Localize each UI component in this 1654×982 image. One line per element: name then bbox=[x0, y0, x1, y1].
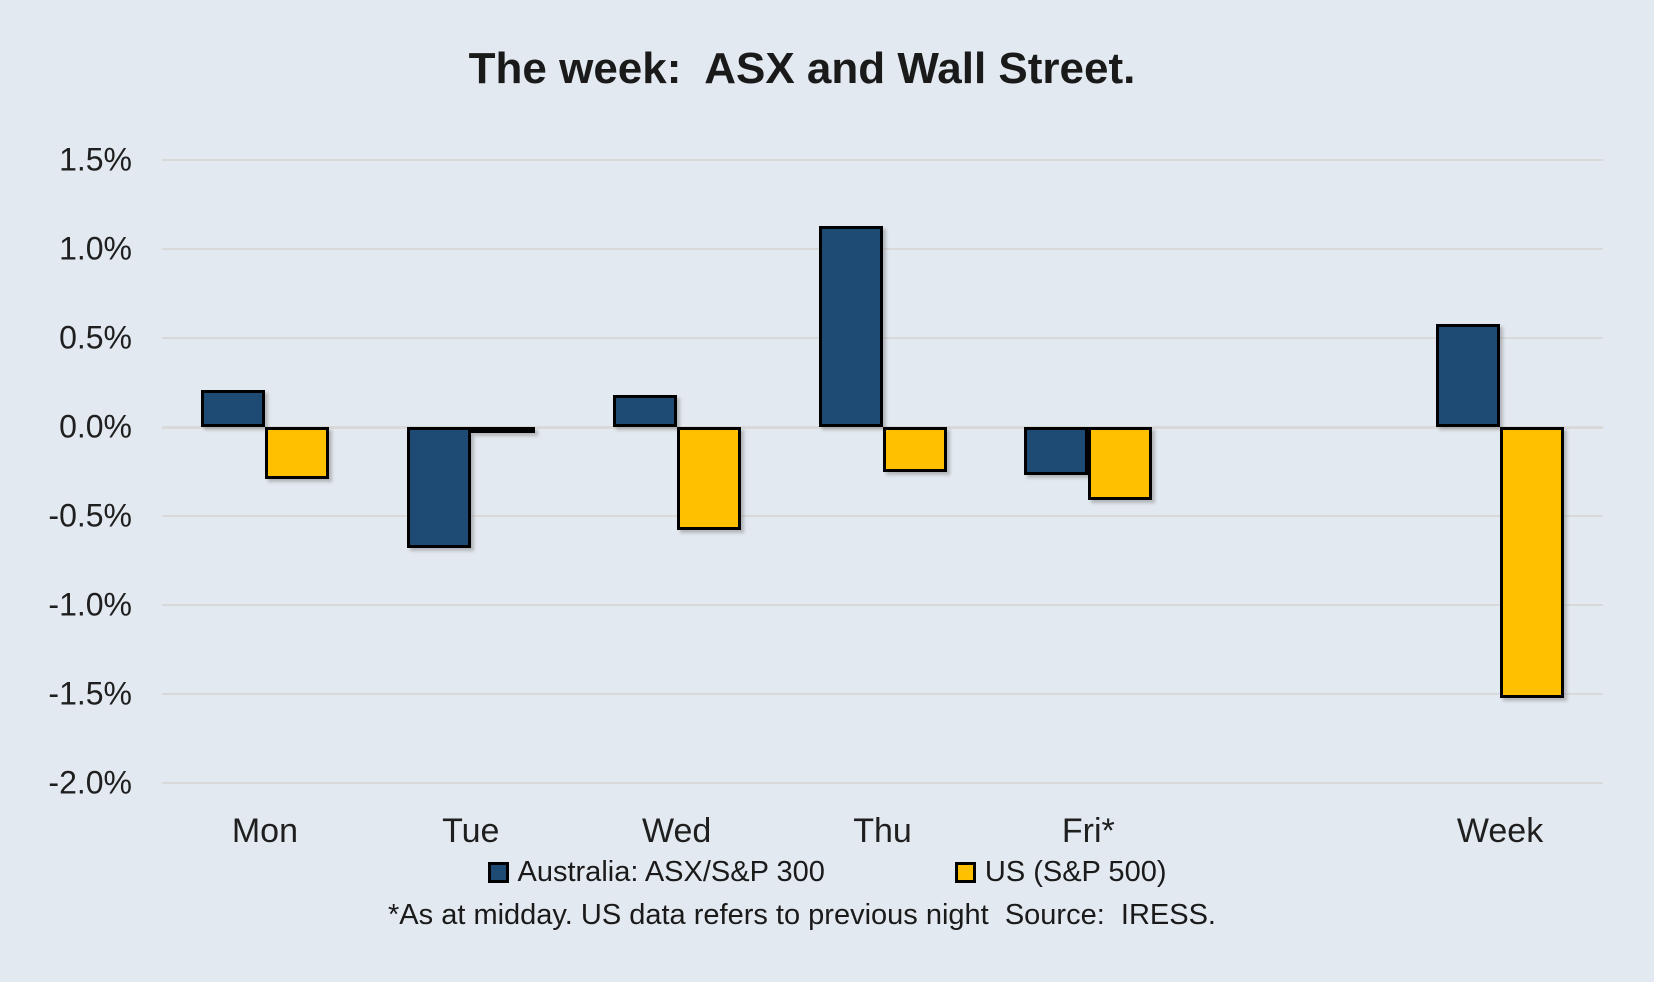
y-axis-tick-label: 1.5% bbox=[59, 141, 132, 178]
australia-series-swatch-icon bbox=[487, 862, 509, 883]
gridline-1.0% bbox=[162, 248, 1603, 250]
x-axis-label-Wed: Wed bbox=[641, 812, 712, 850]
x-axis-label-Thu: Thu bbox=[853, 812, 912, 850]
gridline--0.5% bbox=[162, 515, 1603, 517]
bar-Mon-us bbox=[264, 427, 329, 479]
gridline--2.0% bbox=[162, 782, 1603, 784]
y-axis-tick-label: -1.0% bbox=[48, 586, 132, 623]
bar-Week-us bbox=[1500, 427, 1565, 698]
y-axis-tick-label: 0.5% bbox=[59, 319, 132, 356]
x-axis-label-Week: Week bbox=[1456, 812, 1544, 850]
gridline--1.5% bbox=[162, 693, 1603, 695]
bar-Thu-us bbox=[882, 427, 947, 472]
x-axis-label-Fri: Fri* bbox=[1061, 812, 1115, 850]
gridline-0.5% bbox=[162, 337, 1603, 339]
bar-Fri*-australia bbox=[1024, 427, 1089, 476]
legend-label-australia: Australia: ASX/S&P 300 bbox=[517, 856, 825, 888]
gridline-1.5% bbox=[162, 159, 1603, 161]
bar-Week-australia bbox=[1436, 323, 1501, 427]
chart-title: The week: ASX and Wall Street. bbox=[468, 44, 1136, 93]
bar-Thu-australia bbox=[818, 225, 883, 427]
bar-Fri*-us bbox=[1088, 427, 1153, 500]
us-series-swatch-icon bbox=[954, 862, 976, 883]
legend-label-us: US (S&P 500) bbox=[984, 856, 1167, 888]
chart-footnote: *As at midday. US data refers to previou… bbox=[388, 899, 1216, 931]
y-axis-tick-label: 1.0% bbox=[59, 230, 132, 267]
legend-item-us: US (S&P 500) bbox=[954, 856, 1167, 889]
x-axis-label-Tue: Tue bbox=[442, 812, 500, 850]
y-axis-tick-label: -2.0% bbox=[48, 764, 132, 801]
chart-legend: Australia: ASX/S&P 300 US (S&P 500) bbox=[0, 856, 1654, 889]
bar-Wed-australia bbox=[612, 394, 677, 427]
gridline--1.0% bbox=[162, 604, 1603, 606]
x-axis-label-Mon: Mon bbox=[231, 812, 298, 850]
y-axis-tick-label: -1.5% bbox=[48, 675, 132, 712]
legend-item-australia: Australia: ASX/S&P 300 bbox=[487, 856, 825, 889]
y-axis-tick-label: 0.0% bbox=[59, 408, 132, 445]
bar-Tue-us bbox=[470, 427, 535, 433]
y-axis-tick-label: -0.5% bbox=[48, 497, 132, 534]
bar-Wed-us bbox=[676, 427, 741, 531]
bar-Mon-australia bbox=[200, 389, 265, 427]
bar-Tue-australia bbox=[406, 427, 471, 549]
